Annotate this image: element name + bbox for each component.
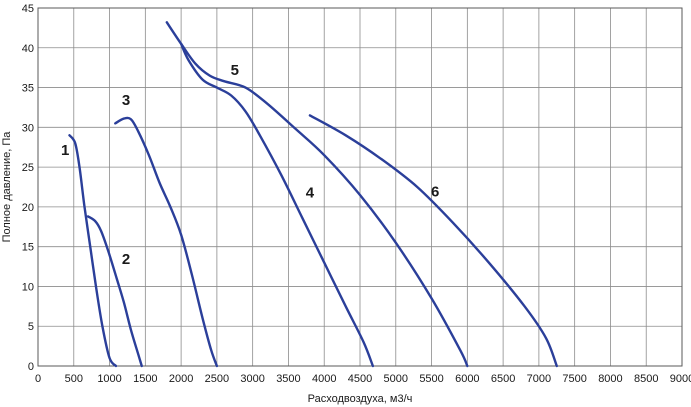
curve-label-4: 4 (306, 184, 315, 201)
x-tick-label: 6500 (491, 373, 515, 385)
y-tick-label: 5 (28, 321, 34, 333)
y-tick-label: 20 (22, 202, 34, 214)
y-axis-label: Полное давление, Па (1, 131, 13, 243)
x-tick-label: 4500 (348, 373, 372, 385)
curve-labels: 1 2 3 4 5 6 (61, 62, 439, 268)
y-tick-label: 25 (22, 162, 34, 174)
grid (37, 7, 683, 367)
x-tick-label: 7500 (562, 373, 586, 385)
curve-label-2: 2 (122, 251, 130, 268)
y-tick-label: 30 (22, 122, 34, 134)
series-line-1 (68, 134, 118, 368)
x-tick-label: 1000 (97, 373, 121, 385)
x-tick-label: 8500 (634, 373, 658, 385)
x-tick-label: 1500 (133, 373, 157, 385)
series-lines (68, 21, 558, 368)
x-tick-label: 2500 (205, 373, 229, 385)
series-line-3 (114, 116, 219, 368)
curve-label-1: 1 (61, 142, 69, 159)
x-axis-label: Расходвоздуха, м3/ч (308, 393, 413, 405)
curve-label-6: 6 (431, 184, 439, 201)
series-line-5 (165, 21, 469, 368)
series-line-2 (86, 215, 143, 368)
y-tick-label: 0 (28, 361, 34, 373)
curve-label-5: 5 (231, 62, 239, 79)
x-tick-label: 4000 (312, 373, 336, 385)
x-tick-label: 8000 (598, 373, 622, 385)
series-line-6 (308, 114, 558, 368)
x-tick-label: 2000 (169, 373, 193, 385)
x-tick-label: 0 (35, 373, 41, 385)
x-axis-ticks: 0 500 1000 1500 2000 2500 3000 3500 4000 4500 5000… (35, 373, 691, 385)
plot-frame (37, 7, 683, 367)
y-axis-ticks: 0 5 10 15 20 25 30 35 40 45 (22, 3, 34, 373)
x-tick-label: 5000 (384, 373, 408, 385)
y-tick-label: 45 (22, 3, 34, 15)
y-tick-label: 10 (22, 281, 34, 293)
x-tick-label: 6000 (455, 373, 479, 385)
y-tick-label: 35 (22, 83, 34, 95)
x-tick-label: 5500 (419, 373, 443, 385)
x-tick-label: 3000 (240, 373, 264, 385)
x-tick-label: 500 (65, 373, 83, 385)
curve-label-3: 3 (122, 92, 130, 109)
y-tick-label: 40 (22, 43, 34, 55)
x-tick-label: 7000 (527, 373, 551, 385)
x-tick-label: 3500 (276, 373, 300, 385)
y-tick-label: 15 (22, 242, 34, 254)
series-line-4 (179, 42, 375, 368)
